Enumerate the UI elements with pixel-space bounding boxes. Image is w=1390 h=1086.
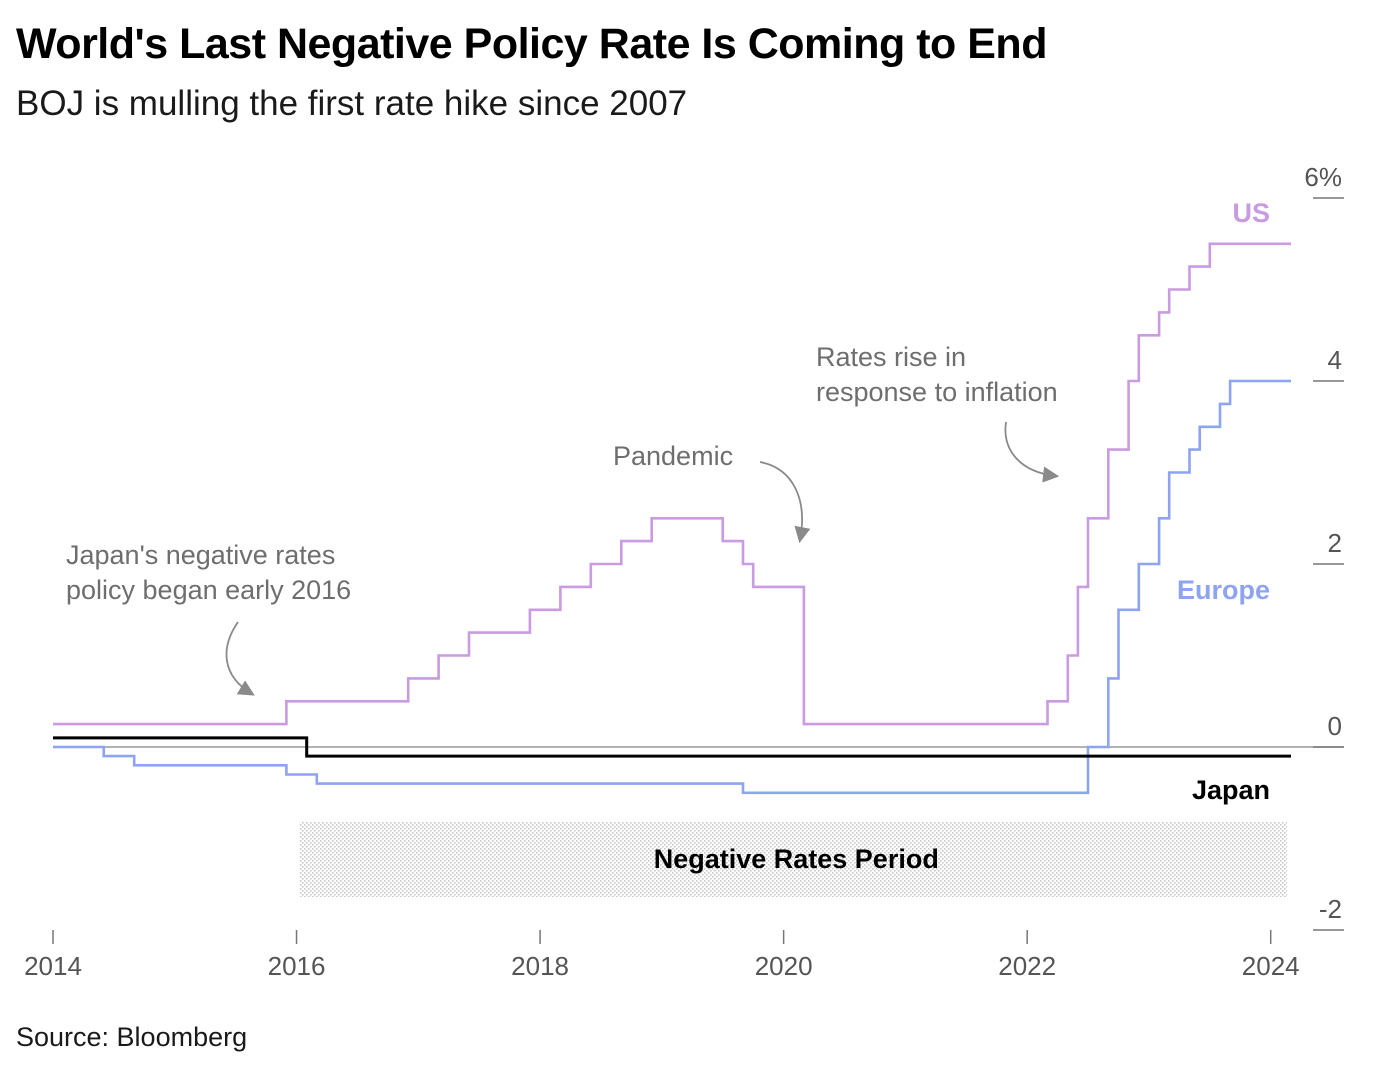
annotation-text-line: response to inflation — [816, 377, 1058, 407]
y-tick-label: 6% — [1304, 162, 1342, 192]
x-tick-label: 2016 — [268, 951, 326, 981]
series-line-us — [53, 242, 1291, 726]
annotation-arrow-icon — [1004, 421, 1060, 483]
y-tick-label: 4 — [1328, 345, 1342, 375]
x-tick-label: 2022 — [998, 951, 1056, 981]
x-tick-label: 2018 — [511, 951, 569, 981]
y-tick-label: 0 — [1328, 711, 1342, 741]
y-tick-label: 2 — [1328, 528, 1342, 558]
negative-rates-shading — [299, 822, 1287, 897]
annotation-text-line: Rates rise in — [816, 342, 966, 372]
series-label-europe: Europe — [1177, 575, 1270, 605]
series-label-us: US — [1232, 198, 1270, 228]
annotation-2: Pandemic — [613, 441, 811, 544]
annotation-arrow-icon — [225, 621, 255, 696]
series-line-europe — [53, 379, 1291, 795]
annotation-text-line: policy began early 2016 — [66, 575, 351, 605]
source-note: Source: Bloomberg — [16, 1022, 248, 1052]
annotation-arrow-icon — [759, 461, 811, 544]
annotation-3: Rates rise in response to inflation — [816, 342, 1060, 483]
chart-title: World's Last Negative Policy Rate Is Com… — [16, 20, 1047, 68]
chart-subtitle: BOJ is mulling the first rate hike since… — [16, 84, 688, 123]
x-tick-label: 2020 — [755, 951, 813, 981]
series-line-japan — [53, 736, 1291, 758]
x-tick-label: 2014 — [24, 951, 82, 981]
series-label-japan: Japan — [1192, 775, 1270, 805]
annotation-1: Japan's negative rates policy began early… — [66, 540, 351, 696]
negative-rates-period-label: Negative Rates Period — [654, 844, 939, 874]
x-tick-label: 2024 — [1242, 951, 1300, 981]
annotation-text-line: Japan's negative rates — [66, 540, 335, 570]
y-tick-label: -2 — [1319, 894, 1342, 924]
annotation-text-line: Pandemic — [613, 441, 733, 471]
